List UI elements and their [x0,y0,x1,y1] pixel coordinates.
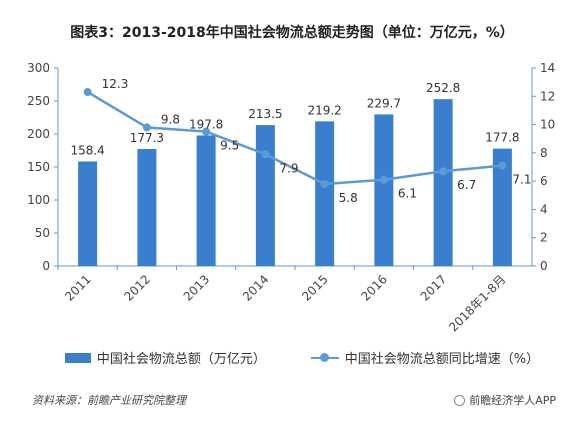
x-tick-label: 2016 [358,272,389,303]
growth-point [498,161,507,170]
bar-value-label: 177.8 [485,131,519,145]
growth-value-label: 9.5 [220,139,239,153]
x-tick-label: 2017 [418,272,449,303]
brand-label: 前瞻经济学人APP [469,394,556,407]
growth-point [83,88,92,97]
y-right-tick-label: 12 [540,89,555,103]
legend-item-bar: 中国社会物流总额（万亿元） [65,348,266,367]
x-tick-label: 2013 [181,272,212,303]
bar-value-label: 177.3 [130,131,164,145]
source-note: 资料来源：前瞻产业研究院整理 [32,394,186,407]
growth-point [202,127,211,136]
x-tick-label: 2015 [299,272,330,303]
y-right-tick-label: 4 [540,202,548,216]
growth-point [379,175,388,184]
bar-value-label: 213.5 [248,107,282,121]
bar [255,125,275,266]
y-left-tick-label: 100 [27,193,50,207]
bar [137,148,157,266]
brand-logo-icon [454,394,466,406]
legend: 中国社会物流总额（万亿元） 中国社会物流总额同比增速（%） [65,348,584,367]
growth-value-label: 12.3 [102,77,129,91]
growth-value-label: 5.8 [339,191,358,205]
bar [492,148,512,266]
y-right-tick-label: 0 [540,259,548,273]
growth-value-label: 6.7 [457,178,476,192]
legend-item-line: 中国社会物流总额同比增速（%） [310,348,540,367]
y-right-tick-label: 10 [540,118,555,132]
bar [196,135,216,266]
growth-point [261,150,270,159]
bar-value-label: 197.8 [189,117,223,131]
x-tick-label: 2014 [240,272,271,303]
y-right-tick-label: 2 [540,231,548,245]
growth-value-label: 7.9 [279,161,298,175]
brand-mark: 前瞻经济学人APP [454,392,556,408]
bar [315,121,335,266]
growth-point [320,179,329,188]
growth-line [86,90,503,186]
bar [374,114,394,266]
line-series [83,88,507,188]
bar-swatch-icon [65,352,91,363]
x-tick-label: 2018年1-8月 [446,272,508,334]
line-swatch-icon [310,352,339,364]
x-tick-label: 2011 [62,272,93,303]
growth-value-label: 6.1 [398,187,417,201]
bar-value-label: 158.4 [70,143,104,157]
growth-point [142,123,151,132]
bar-series [78,99,512,266]
y-left-tick-label: 150 [27,160,50,174]
y-right-tick-label: 14 [540,61,555,75]
y-right-tick-label: 8 [540,146,548,160]
data-labels: 158.4 177.3 197.8 213.5 219.2 229.7 252.8 177.8… [70,77,531,205]
bar-value-label: 252.8 [426,81,460,95]
legend-line-label: 中国社会物流总额同比增速（%） [344,352,540,367]
y-right-tick-label: 6 [540,174,548,188]
chart-title: 图表3：2013-2018年中国社会物流总额走势图（单位：万亿元，%） [70,25,514,41]
y-left-tick-label: 250 [27,94,50,108]
bar [78,161,98,266]
bar [433,99,453,266]
y-left-tick-label: 200 [27,127,50,141]
chart-canvas: 0 50 100 150 200 250 300 0 2 4 6 8 10 12 14 2011 2012 201… [27,61,555,335]
growth-value-label: 9.8 [161,112,180,126]
y-left-tick-label: 50 [35,226,50,240]
y-left-tick-label: 300 [27,61,50,75]
bar-value-label: 229.7 [367,96,401,110]
growth-value-label: 7.1 [512,173,531,187]
y-left-tick-label: 0 [42,259,50,273]
growth-point [439,167,448,176]
bar-value-label: 219.2 [307,103,341,117]
x-tick-label: 2012 [121,272,152,303]
legend-bar-label: 中国社会物流总额（万亿元） [96,352,266,367]
